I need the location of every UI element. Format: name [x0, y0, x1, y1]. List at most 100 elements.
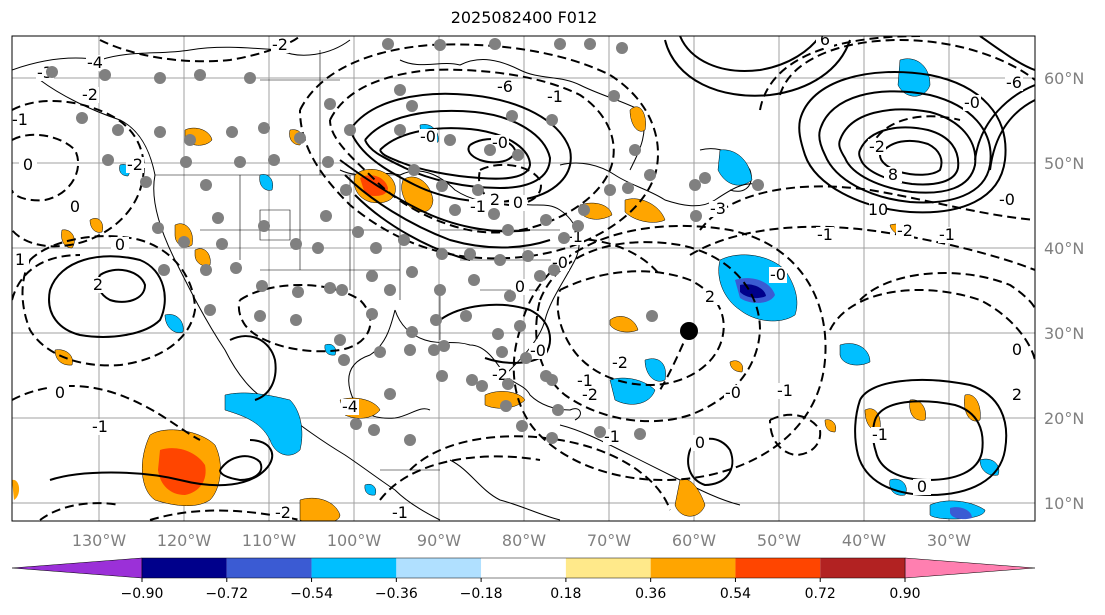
station-dot: [594, 426, 606, 438]
colorbar-tick-label: −0.18: [460, 586, 503, 602]
colorbar-tick-label: 0.18: [550, 586, 581, 602]
station-dot: [428, 344, 440, 356]
contour-label: 1: [15, 250, 25, 269]
colorbar-segment: [142, 558, 227, 578]
contour-label-bg: [611, 355, 629, 371]
station-dot: [254, 310, 266, 322]
contour-label: -2: [612, 353, 628, 372]
station-dot: [496, 346, 508, 358]
station-dot: [382, 38, 394, 50]
station-dot: [384, 284, 396, 296]
station-dot: [436, 370, 448, 382]
contour-label: -0: [530, 341, 546, 360]
contour-label: -0: [725, 383, 741, 402]
latitude-labels: 60°N 50°N 40°N 30°N 20°N 10°N: [1044, 69, 1084, 513]
station-dot: [312, 242, 324, 254]
station-dot: [370, 242, 382, 254]
station-markers: [46, 38, 764, 446]
contour-label-bg: [274, 505, 292, 521]
station-dot: [434, 39, 446, 51]
station-dot: [334, 334, 346, 346]
station-dot: [268, 154, 280, 166]
colorbar-frame: [141, 557, 906, 579]
contour-label-bg: [896, 223, 914, 239]
station-dot: [366, 270, 378, 282]
lat-label: 40°N: [1044, 239, 1084, 258]
contour-label-bg: [776, 383, 794, 399]
station-dot: [352, 226, 364, 238]
station-dot: [256, 280, 268, 292]
station-dot: [634, 428, 646, 440]
station-dot: [516, 420, 528, 432]
contour-label-bg: [491, 135, 509, 151]
station-dot: [548, 264, 560, 276]
station-dot: [699, 172, 711, 184]
lon-label: 130°W: [72, 531, 127, 550]
station-dot: [468, 274, 480, 286]
contour-label: -0: [964, 93, 980, 112]
contour-label-bg: [1008, 387, 1026, 403]
lat-label: 50°N: [1044, 154, 1084, 173]
station-dot: [212, 212, 224, 224]
colorbar-high-extend: [904, 557, 1036, 579]
contour-label-bg: [111, 237, 129, 253]
station-dot: [494, 254, 506, 266]
contour-label-bg: [86, 55, 104, 71]
station-dot: [558, 232, 570, 244]
colorbar-tick-label: −0.36: [375, 586, 418, 602]
station-dot: [366, 308, 378, 320]
station-dot: [216, 238, 228, 250]
colorbar-low-extend: [11, 557, 143, 579]
station-dot: [752, 179, 764, 191]
station-dot: [158, 264, 170, 276]
contour-label: 0: [1012, 340, 1022, 359]
station-dot: [644, 169, 656, 181]
contour-label-bg: [884, 167, 902, 183]
contour-label-bg: [691, 435, 709, 451]
contour-label-bg: [769, 267, 787, 283]
station-dot: [434, 284, 446, 296]
contour-label-bg: [89, 277, 107, 293]
station-dot: [322, 156, 334, 168]
contour-label-bg: [419, 129, 437, 145]
lat-label: 20°N: [1044, 409, 1084, 428]
station-dot: [520, 352, 532, 364]
station-dot: [152, 222, 164, 234]
station-dot: [438, 340, 450, 352]
station-dot: [350, 418, 362, 430]
station-dot: [502, 378, 514, 390]
contour-label-bg: [12, 112, 29, 128]
contour-label: 6: [820, 30, 830, 49]
lon-label: 80°W: [502, 531, 546, 550]
station-dot: [230, 262, 242, 274]
contour-label: -4: [87, 53, 103, 72]
contour-label-bg: [341, 399, 359, 415]
contour-label-bg: [486, 192, 504, 208]
station-dot: [584, 38, 596, 50]
lon-label: 120°W: [157, 531, 212, 550]
contour-label: 10: [868, 200, 888, 219]
colorbar-tick-label: 0.36: [635, 586, 666, 602]
station-dot: [258, 220, 270, 232]
positive-contours: [48, 36, 1035, 497]
station-dot: [460, 310, 472, 322]
station-dot: [622, 182, 634, 194]
station-dot: [234, 156, 246, 168]
contour-label-bg: [509, 195, 527, 211]
contour-label: -2: [492, 365, 508, 384]
contour-label-bg: [496, 79, 514, 95]
contour-label-bg: [868, 139, 886, 155]
station-dot: [374, 346, 386, 358]
station-dot: [408, 164, 420, 176]
contour-label: -1: [872, 425, 888, 444]
station-dot: [184, 134, 196, 146]
contour-label: -4: [342, 397, 358, 416]
contour-label: 0: [70, 197, 80, 216]
contour-label: -1: [939, 225, 955, 244]
station-dot: [398, 234, 410, 246]
colorbar-tick-label: −0.90: [121, 586, 164, 602]
contour-label-bg: [576, 373, 594, 389]
station-dot: [430, 314, 442, 326]
storm-track-line: [659, 330, 690, 391]
station-dot: [646, 310, 658, 322]
